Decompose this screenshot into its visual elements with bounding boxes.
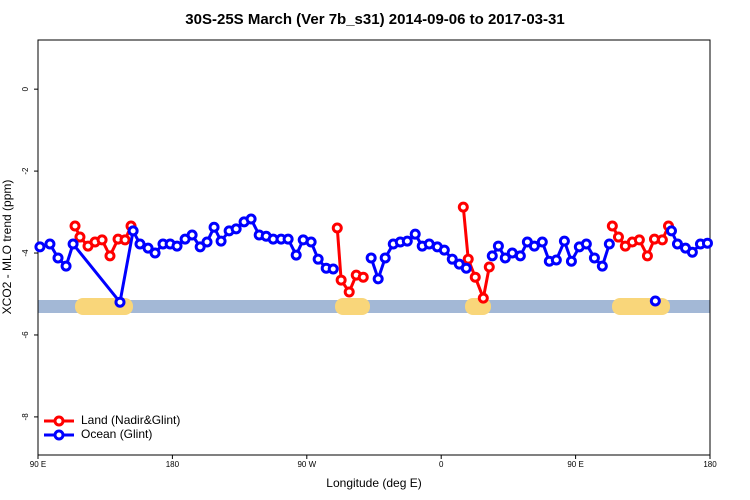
point [34, 241, 46, 253]
point [335, 274, 347, 286]
point [60, 260, 72, 272]
point [379, 252, 391, 264]
x-tick-label: 90 E [567, 460, 583, 469]
point [67, 238, 79, 250]
y-tick-label: 0 [21, 86, 30, 91]
point [186, 229, 198, 241]
point [606, 220, 618, 232]
land-band [612, 298, 670, 315]
point [438, 244, 450, 256]
point [208, 221, 220, 233]
point [134, 238, 146, 250]
point [104, 250, 116, 262]
point [327, 263, 339, 275]
land-ocean-band [38, 298, 710, 315]
point [343, 286, 355, 298]
point [514, 250, 526, 262]
point [671, 238, 683, 250]
point [469, 271, 481, 283]
point [230, 223, 242, 235]
ocean-band [38, 300, 710, 313]
point [69, 220, 81, 232]
point [44, 238, 56, 250]
point [245, 213, 257, 225]
point [612, 231, 624, 243]
point [528, 240, 540, 252]
y-tick-label: -6 [21, 331, 30, 339]
y-tick-label: -2 [21, 167, 30, 175]
point [119, 234, 131, 246]
point [52, 252, 64, 264]
point [171, 240, 183, 252]
point [331, 222, 343, 234]
point [409, 228, 421, 240]
point [686, 246, 698, 258]
point [142, 242, 154, 254]
point [701, 237, 713, 249]
point [656, 234, 668, 246]
point [290, 249, 302, 261]
point [194, 241, 206, 253]
legend-marker [53, 429, 65, 441]
point [550, 254, 562, 266]
point [96, 234, 108, 246]
point [201, 236, 213, 248]
point [565, 255, 577, 267]
point [536, 236, 548, 248]
point [215, 235, 227, 247]
point [457, 201, 469, 213]
point [462, 253, 474, 265]
point [372, 273, 384, 285]
legend-label: Ocean (Glint) [81, 427, 152, 441]
point [149, 247, 161, 259]
point [649, 295, 661, 307]
point [588, 252, 600, 264]
x-axis-label: Longitude (deg E) [326, 476, 421, 490]
point [580, 238, 592, 250]
point [282, 233, 294, 245]
y-tick-label: -4 [21, 249, 30, 257]
point [305, 236, 317, 248]
point [483, 261, 495, 273]
point [127, 225, 139, 237]
point [477, 292, 489, 304]
point [460, 262, 472, 274]
point [357, 271, 369, 283]
x-tick-label: 180 [703, 460, 717, 469]
point [401, 235, 413, 247]
point [665, 225, 677, 237]
point [596, 260, 608, 272]
point [492, 240, 504, 252]
x-tick-label: 0 [439, 460, 444, 469]
x-tick-label: 90 E [30, 460, 46, 469]
point [558, 235, 570, 247]
y-tick-label: -8 [21, 413, 30, 421]
series-line [39, 217, 708, 306]
point [633, 234, 645, 246]
point [74, 231, 86, 243]
point [312, 253, 324, 265]
y-axis-label: XCO2 - MLO trend (ppm) [0, 180, 14, 315]
point [114, 296, 126, 308]
point [499, 252, 511, 264]
x-tick-label: 180 [166, 460, 180, 469]
point [603, 238, 615, 250]
land-band [335, 298, 370, 315]
legend-label: Land (Nadir&Glint) [81, 413, 180, 427]
point [486, 250, 498, 262]
legend-marker [53, 415, 65, 427]
point [365, 252, 377, 264]
point [446, 253, 458, 265]
point [641, 250, 653, 262]
chart-title: 30S-25S March (Ver 7b_s31) 2014-09-06 to… [185, 11, 564, 28]
x-tick-label: 90 W [297, 460, 316, 469]
